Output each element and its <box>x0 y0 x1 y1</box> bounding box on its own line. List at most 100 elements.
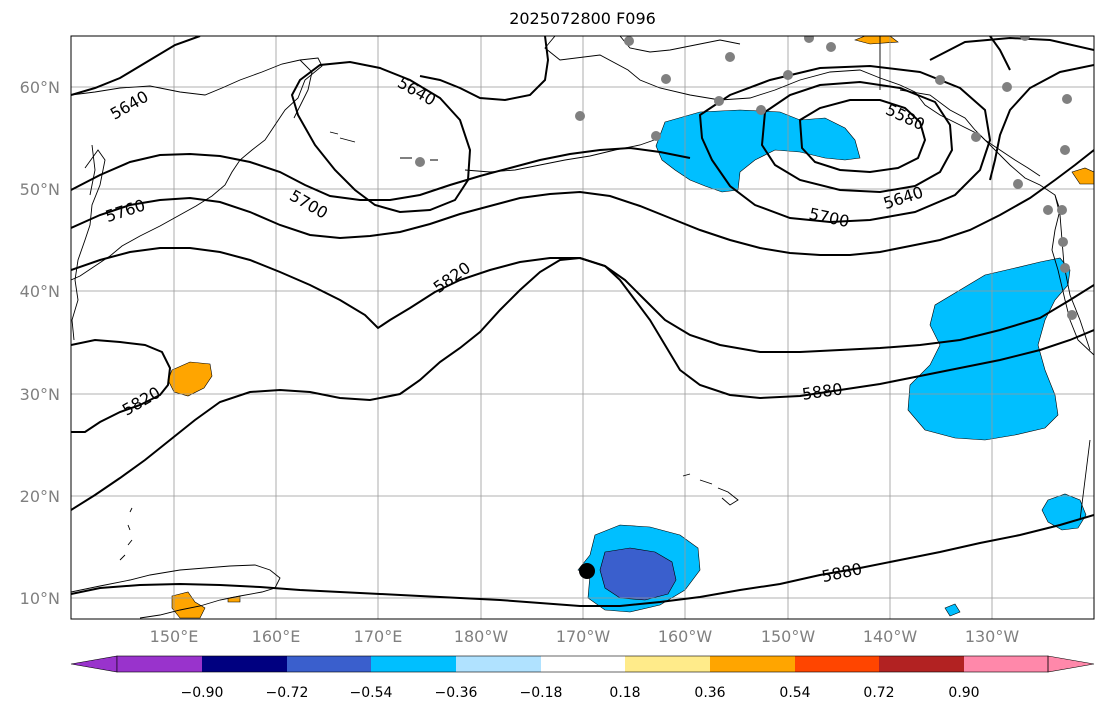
station-dot <box>826 42 836 52</box>
lon-label: 160°W <box>658 627 713 646</box>
station-dot <box>575 111 585 121</box>
station-dot <box>971 132 981 142</box>
lat-label: 30°N <box>20 385 60 404</box>
map-title: 2025072800 F096 <box>509 9 656 28</box>
colorbar-segment <box>541 656 625 672</box>
positive-anomaly-east-coast <box>1071 167 1094 185</box>
station-dot <box>1062 94 1072 104</box>
lon-label: 150°W <box>761 627 816 646</box>
contour-east-ring <box>989 64 1094 181</box>
colorbar-label: −0.90 <box>181 685 224 701</box>
colorbar-label: −0.54 <box>350 685 393 701</box>
bering-islands <box>329 131 438 161</box>
contour-5640-northwest <box>71 36 201 96</box>
colorbar-segment <box>625 656 710 672</box>
station-dot <box>783 70 793 80</box>
negative-anomaly-california <box>907 257 1071 441</box>
colorbar-segment <box>287 656 371 672</box>
shaded-field-layer <box>167 36 1094 619</box>
map-border <box>70 35 1095 620</box>
asia-coastline <box>71 57 323 281</box>
lat-label: 10°N <box>20 589 60 608</box>
contour-5760-east <box>929 36 1094 61</box>
colorbar-segment <box>371 656 456 672</box>
micronesia-islands <box>119 507 133 561</box>
colorbar-label: 0.18 <box>609 685 640 701</box>
hawaii-islands <box>682 473 739 506</box>
north-coast <box>619 36 741 53</box>
latitude-labels: 60°N 50°N 40°N 30°N 20°N 10°N <box>20 78 60 608</box>
colorbar-segment <box>795 656 879 672</box>
kamchatka <box>293 59 313 119</box>
contour-5700-west <box>71 146 691 201</box>
lat-label: 60°N <box>20 78 60 97</box>
station-dot <box>1060 145 1070 155</box>
colorbar-segment <box>202 656 287 672</box>
lon-label: 140°W <box>863 627 918 646</box>
contour-5820-southwest <box>71 338 172 433</box>
colorbar-label: −0.36 <box>435 685 478 701</box>
station-dot <box>1002 82 1012 92</box>
station-dot <box>1043 205 1053 215</box>
colorbar-segment <box>456 656 541 672</box>
contour-5880-main <box>71 256 1094 511</box>
colorbar-extend-low <box>70 655 118 673</box>
strong-negative-anomaly-hawaii-south <box>599 547 677 601</box>
storm-center-marker <box>579 563 595 579</box>
papua-coast <box>71 564 281 619</box>
station-dot <box>624 36 634 46</box>
station-dot <box>1057 205 1067 215</box>
lon-label: 180°W <box>454 627 509 646</box>
station-dot <box>1060 263 1070 273</box>
lon-label: 150°E <box>150 627 199 646</box>
longitude-labels: 150°E 160°E 170°E 180°W 170°W 160°W 150°… <box>150 627 1020 646</box>
baja-coast <box>1079 439 1091 521</box>
lon-label: 170°E <box>354 627 403 646</box>
positive-anomaly-north <box>854 36 899 45</box>
colorbar: −0.90 −0.72 −0.54 −0.36 −0.18 0.18 0.36 … <box>70 655 1095 701</box>
station-dot <box>1013 179 1023 189</box>
station-dot <box>1067 310 1077 320</box>
contour-5820-mid <box>71 247 1094 353</box>
lat-label: 20°N <box>20 487 60 506</box>
sakhalin <box>89 144 96 196</box>
contour-outer-west <box>419 36 550 102</box>
colorbar-label: 0.54 <box>779 685 810 701</box>
colorbar-segment <box>964 656 1048 672</box>
contour-5700-low-outer <box>698 64 992 224</box>
colorbar-label: 0.36 <box>694 685 725 701</box>
station-dot <box>415 157 425 167</box>
station-dot <box>714 96 724 106</box>
colorbar-segment <box>879 656 964 672</box>
station-dot <box>804 36 814 43</box>
station-dot <box>1020 36 1030 41</box>
lat-label: 50°N <box>20 180 60 199</box>
contour-5760 <box>71 149 1094 256</box>
colorbar-segment <box>117 656 202 672</box>
lon-label: 170°W <box>556 627 611 646</box>
contour-5880-south <box>71 514 1094 607</box>
colorbar-label: −0.18 <box>520 685 563 701</box>
contour-outer-northeast <box>989 36 1011 71</box>
station-dot <box>651 131 661 141</box>
colorbar-extend-high <box>1047 655 1095 673</box>
lon-label: 130°W <box>965 627 1020 646</box>
station-markers <box>415 36 1077 320</box>
station-dot <box>756 105 766 115</box>
colorbar-label: 0.72 <box>863 685 894 701</box>
lon-label: 160°E <box>252 627 301 646</box>
alaska-coast <box>544 36 1094 356</box>
station-dot <box>935 75 945 85</box>
lat-label: 40°N <box>20 282 60 301</box>
contour-5640-bering-low <box>290 60 472 214</box>
station-dot <box>725 52 735 62</box>
colorbar-label: −0.72 <box>266 685 309 701</box>
colorbar-label: 0.90 <box>948 685 979 701</box>
contour-5640-low-inner <box>760 80 954 194</box>
contour-5580-low <box>798 99 927 174</box>
station-dot <box>661 74 671 84</box>
positive-anomaly-southwest <box>171 591 206 619</box>
positive-anomaly-west-pacific <box>167 361 213 397</box>
negative-anomaly-small <box>944 603 961 617</box>
